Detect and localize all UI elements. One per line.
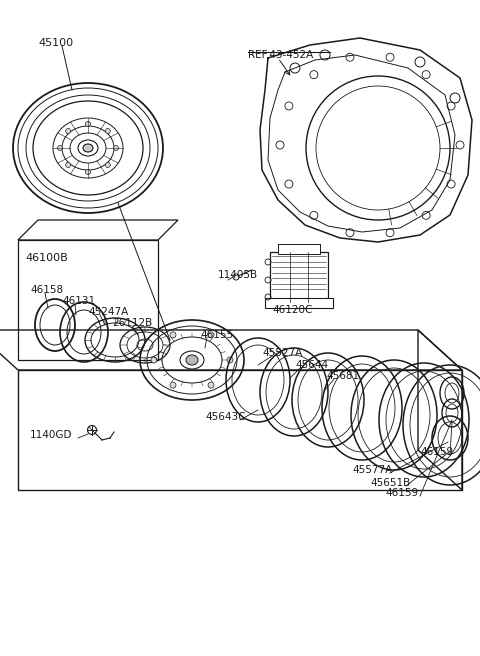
Text: REF.43-452A: REF.43-452A [248, 50, 313, 60]
Circle shape [276, 141, 284, 149]
Circle shape [208, 332, 214, 338]
Text: 46159: 46159 [420, 447, 453, 457]
Circle shape [151, 357, 157, 363]
Circle shape [105, 129, 110, 134]
Text: 46158: 46158 [30, 285, 63, 295]
Text: 45247A: 45247A [88, 307, 128, 317]
Text: 46131: 46131 [62, 296, 95, 306]
Ellipse shape [83, 144, 93, 152]
Text: 1140GD: 1140GD [30, 430, 72, 440]
Text: 46120C: 46120C [272, 305, 312, 315]
Circle shape [113, 146, 119, 150]
Circle shape [85, 169, 91, 174]
Text: 45651B: 45651B [370, 478, 410, 488]
Circle shape [386, 229, 394, 237]
Text: 45100: 45100 [38, 38, 73, 48]
Circle shape [422, 71, 430, 79]
Bar [278, 244, 320, 254]
Text: 46159: 46159 [385, 488, 418, 498]
Text: 45527A: 45527A [262, 348, 302, 358]
Circle shape [386, 53, 394, 61]
Circle shape [422, 211, 430, 219]
Bar [18, 240, 158, 360]
Circle shape [447, 102, 455, 110]
Circle shape [170, 332, 176, 338]
Text: 45681: 45681 [326, 371, 359, 381]
Ellipse shape [186, 355, 198, 365]
Text: 46155: 46155 [200, 330, 233, 340]
Circle shape [346, 53, 354, 61]
Circle shape [285, 102, 293, 110]
Circle shape [85, 121, 91, 127]
Circle shape [58, 146, 62, 150]
Text: 45644: 45644 [295, 360, 328, 370]
Circle shape [310, 71, 318, 79]
Circle shape [310, 211, 318, 219]
Circle shape [447, 180, 455, 188]
Circle shape [346, 229, 354, 237]
Text: 45643C: 45643C [205, 412, 245, 422]
Bar [270, 252, 328, 302]
Text: 26112B: 26112B [112, 318, 152, 328]
Circle shape [170, 382, 176, 388]
Circle shape [105, 163, 110, 167]
Text: 45577A: 45577A [352, 465, 392, 475]
Text: 11405B: 11405B [218, 270, 258, 280]
Text: 46100B: 46100B [25, 253, 68, 263]
Circle shape [66, 129, 71, 134]
Circle shape [285, 180, 293, 188]
Circle shape [208, 382, 214, 388]
Circle shape [456, 141, 464, 149]
Circle shape [66, 163, 71, 167]
Circle shape [227, 357, 233, 363]
Bar [265, 298, 333, 308]
